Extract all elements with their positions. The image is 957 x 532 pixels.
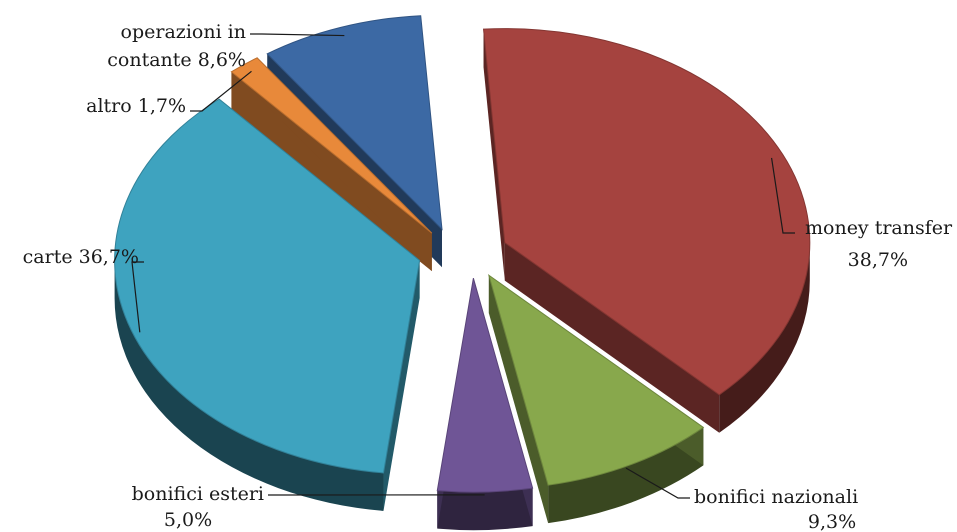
- leader-line-money-transfer: [770, 157, 795, 234]
- slice-label-altro: altro 1,7%: [86, 95, 186, 117]
- pie-outer-wall: [437, 488, 533, 531]
- pie-outer-wall: [719, 242, 810, 433]
- slice-label-carte: carte 36,7%: [23, 246, 139, 268]
- slice-label-bonifici-nazionali: bonifici nazionali: [694, 486, 858, 508]
- pie-slice-carte: [114, 98, 421, 474]
- pie-slice-money-transfer: [482, 28, 811, 396]
- slice-label-bonifici-esteri: bonifici esteri: [132, 483, 264, 505]
- slice-label-operazioni-contante: operazioni in: [121, 21, 246, 43]
- slice-label-bonifici-esteri: 5,0%: [164, 509, 212, 531]
- pie-labels: money transfer 38,7% bonifici nazionali 9,3…: [23, 21, 953, 532]
- pie-slice-operazioni-contante: [266, 15, 443, 231]
- pie-tops: [114, 15, 811, 493]
- leader-line-bonifici-nazionali: [625, 467, 690, 499]
- slice-label-money-transfer: 38,7%: [848, 249, 908, 271]
- pie-cut-face: [483, 29, 505, 281]
- leader-line-operazioni-contante: [250, 33, 345, 37]
- pie-cut-face: [504, 242, 720, 433]
- pie-cut-face: [488, 275, 549, 524]
- pie-outer-wall: [548, 427, 704, 524]
- pie-outer-wall: [114, 260, 384, 511]
- slice-label-bonifici-nazionali: 9,3%: [808, 511, 856, 532]
- pie-slice-bonifici-nazionali: [488, 274, 705, 486]
- leader-line-carte: [131, 261, 144, 333]
- slice-label-money-transfer: money transfer: [805, 217, 953, 239]
- pie-slice-altro: [230, 57, 433, 234]
- pie-side-money-transfer: [483, 29, 810, 433]
- pie-cut-face: [383, 260, 420, 511]
- leader-line-altro: [190, 70, 252, 112]
- pie-slice-bonifici-esteri: [436, 278, 534, 493]
- slice-label-operazioni-contante: contante 8,6%: [107, 49, 246, 71]
- pie-cut-face: [231, 71, 432, 272]
